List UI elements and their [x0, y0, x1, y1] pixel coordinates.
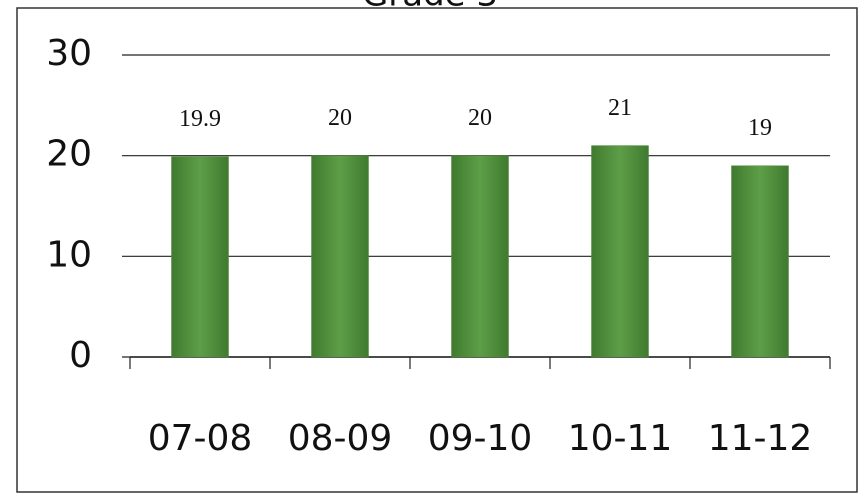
bar	[731, 165, 789, 358]
x-tick-label: 08-09	[288, 418, 393, 459]
bar	[591, 145, 649, 358]
bar	[311, 155, 369, 358]
value-label: 21	[608, 95, 632, 121]
bar	[451, 155, 509, 358]
x-tick-label: 07-08	[148, 418, 253, 459]
bar	[171, 156, 229, 358]
value-label: 20	[328, 105, 352, 131]
x-tick-label: 10-11	[568, 418, 673, 459]
frame	[16, 7, 858, 493]
x-tick-label: 09-10	[428, 418, 533, 459]
value-label: 19	[748, 115, 772, 141]
value-label: 19.9	[179, 106, 221, 132]
y-tick-label: 0	[69, 335, 92, 376]
y-tick-label: 20	[46, 134, 92, 175]
value-label: 20	[468, 105, 492, 131]
y-tick-label: 30	[46, 33, 92, 74]
y-tick-label: 10	[46, 234, 92, 275]
chart-title: Grade 3	[362, 0, 498, 15]
x-tick-label: 11-12	[708, 418, 813, 459]
